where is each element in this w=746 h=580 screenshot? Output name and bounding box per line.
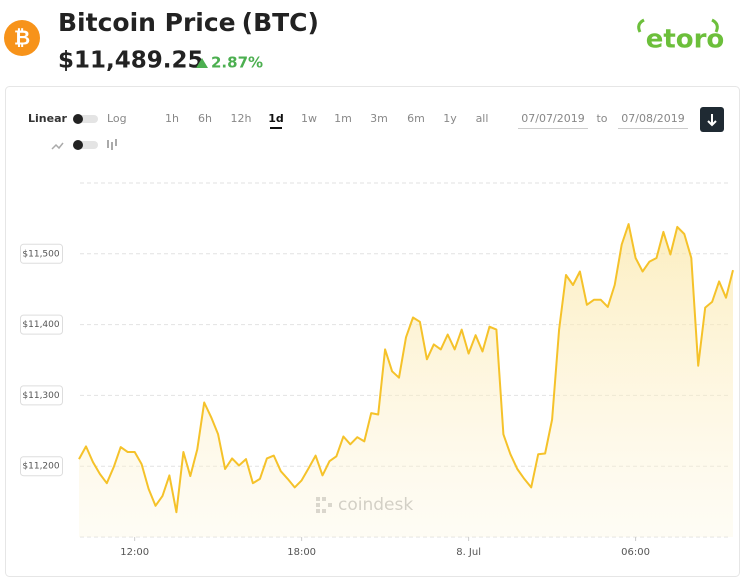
title: Bitcoin Price (BTC) xyxy=(58,8,319,37)
coin-glyph: ₿ xyxy=(14,26,30,50)
symbol: (BTC) xyxy=(242,8,319,37)
y-tick-label: $11,400 xyxy=(22,320,59,330)
range-button[interactable]: 6m xyxy=(407,112,425,125)
y-tick-box xyxy=(20,456,63,477)
x-tick-label: 06:00 xyxy=(621,547,650,558)
y-tick-label: $11,300 xyxy=(22,391,59,401)
y-tick-box xyxy=(20,314,63,335)
range-button[interactable]: 3m xyxy=(370,112,388,125)
range-button[interactable]: 1d xyxy=(268,112,284,125)
change: 2.87% xyxy=(211,54,263,72)
line-icon[interactable] xyxy=(51,142,64,150)
y-tick-label: $11,500 xyxy=(22,249,59,259)
date-from[interactable]: 07/07/2019 xyxy=(521,112,584,125)
range-button[interactable]: 1h xyxy=(165,112,179,125)
price: $11,489.25 xyxy=(58,48,204,74)
title-text: Bitcoin Price xyxy=(58,8,236,37)
range-button[interactable]: 1w xyxy=(301,112,317,125)
date-to-label: to xyxy=(596,112,607,125)
toggle-knob xyxy=(73,114,83,124)
scale-log[interactable]: Log xyxy=(107,112,127,125)
download-icon xyxy=(707,114,717,127)
range-button[interactable]: 1y xyxy=(443,112,457,125)
brand-horns xyxy=(637,18,719,33)
range-button[interactable]: 12h xyxy=(231,112,252,125)
y-tick-box xyxy=(20,243,63,264)
date-to[interactable]: 07/08/2019 xyxy=(621,112,684,125)
area xyxy=(79,224,733,537)
scale-linear[interactable]: Linear xyxy=(28,112,67,125)
x-tick-label: 12:00 xyxy=(120,547,149,558)
coin-icon xyxy=(4,20,40,56)
price-line xyxy=(78,223,734,514)
up-arrow xyxy=(196,58,208,68)
x-tick-label: 8. Jul xyxy=(456,547,481,558)
x-tick-label: 18:00 xyxy=(287,547,316,558)
toggle-knob xyxy=(73,140,83,150)
range-button[interactable]: all xyxy=(476,112,489,125)
range-button[interactable]: 6h xyxy=(198,112,212,125)
candle-icon[interactable] xyxy=(107,139,117,150)
brand: etoro xyxy=(646,25,725,55)
y-tick-box xyxy=(20,385,63,406)
y-tick-label: $11,200 xyxy=(22,462,59,472)
range-button[interactable]: 1m xyxy=(334,112,352,125)
